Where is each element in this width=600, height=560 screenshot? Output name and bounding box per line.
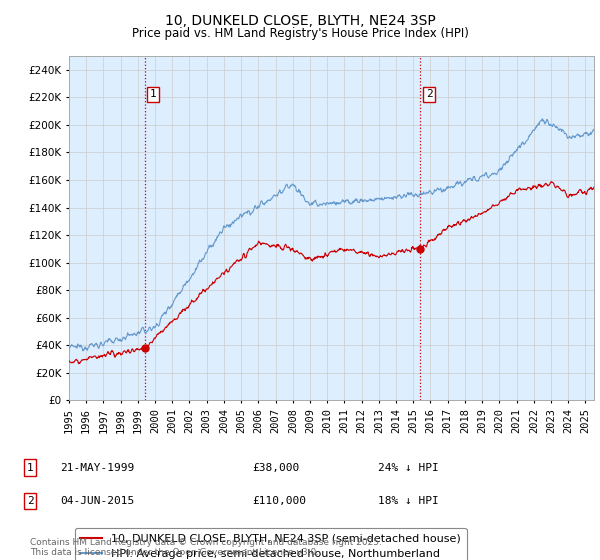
- Text: 1: 1: [26, 463, 34, 473]
- Text: 24% ↓ HPI: 24% ↓ HPI: [378, 463, 439, 473]
- Text: Price paid vs. HM Land Registry's House Price Index (HPI): Price paid vs. HM Land Registry's House …: [131, 27, 469, 40]
- Legend: 10, DUNKELD CLOSE, BLYTH, NE24 3SP (semi-detached house), HPI: Average price, se: 10, DUNKELD CLOSE, BLYTH, NE24 3SP (semi…: [74, 528, 467, 560]
- Text: Contains HM Land Registry data © Crown copyright and database right 2025.
This d: Contains HM Land Registry data © Crown c…: [30, 538, 382, 557]
- Text: 18% ↓ HPI: 18% ↓ HPI: [378, 496, 439, 506]
- Text: £38,000: £38,000: [252, 463, 299, 473]
- Text: 2: 2: [425, 90, 433, 99]
- Text: 04-JUN-2015: 04-JUN-2015: [60, 496, 134, 506]
- Text: 21-MAY-1999: 21-MAY-1999: [60, 463, 134, 473]
- Text: 2: 2: [26, 496, 34, 506]
- Text: £110,000: £110,000: [252, 496, 306, 506]
- Text: 10, DUNKELD CLOSE, BLYTH, NE24 3SP: 10, DUNKELD CLOSE, BLYTH, NE24 3SP: [164, 14, 436, 28]
- Text: 1: 1: [150, 90, 157, 99]
